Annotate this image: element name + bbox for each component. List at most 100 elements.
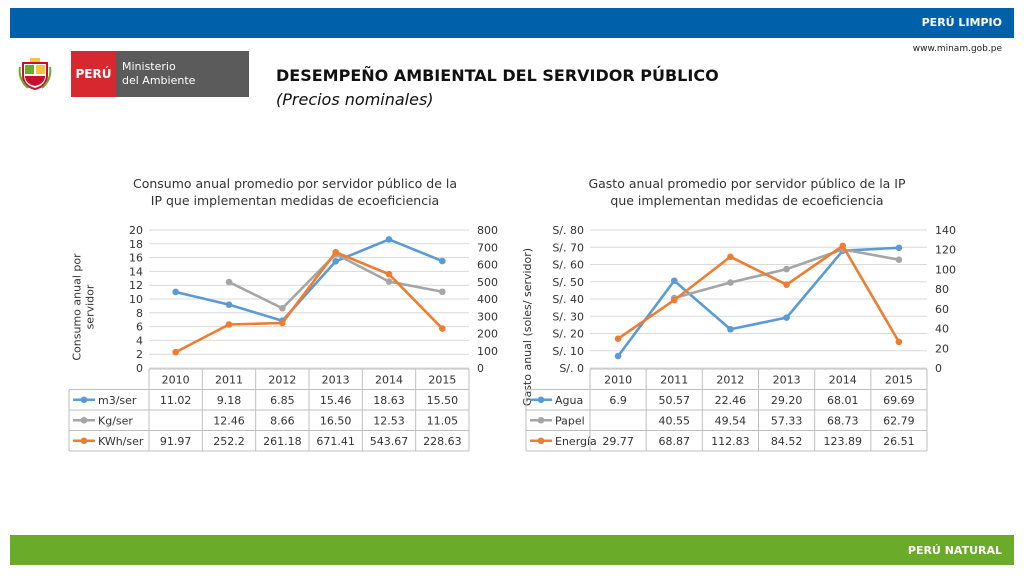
y-left-tick-label: S/. 40 [552,293,584,306]
y-left-tick-label: 2 [136,348,143,361]
table-cell: 91.97 [160,435,192,448]
data-point-m3/ser [172,288,179,296]
data-point-m3/ser [439,257,446,265]
data-point-m3/ser [385,236,393,243]
table-cell: 252.2 [213,435,245,448]
data-point-agua [670,277,678,285]
x-tick-label: 2014 [829,373,857,386]
table-cell: 671.41 [316,435,355,448]
y-left-tick-label: 12 [129,279,143,292]
y-left-tick-label: 16 [129,252,143,265]
table-cell: 123.89 [824,435,863,448]
data-point-m3/ser [225,301,233,308]
table-cell: 68.73 [827,414,859,427]
x-tick-label: 2012 [268,373,296,386]
legend-label: Papel [555,414,585,427]
legend-marker-papel [537,416,545,424]
y-right-tick-label: 400 [477,293,498,306]
y-right-tick-label: 800 [477,224,498,237]
header-brand: PERÚ LIMPIO [921,16,1002,29]
data-point-papel [727,279,734,286]
table-cell: 29.20 [771,394,803,407]
y-left-tick-label: 10 [129,293,143,306]
series-line-kwh/ser [175,250,444,354]
page-title: DESEMPEÑO AMBIENTAL DEL SERVIDOR PÚBLICO [276,66,719,85]
table-cell: 12.53 [373,414,405,427]
data-point-energía [727,253,734,261]
data-point-papel [895,256,903,263]
data-point-kg/ser [385,278,393,285]
y-right-tick-label: 200 [477,328,498,341]
table-cell: 26.51 [883,435,915,448]
table-cell: 68.01 [827,394,859,407]
table-cell: 6.9 [609,394,627,407]
y-left-tick-label: S/. 10 [552,345,584,358]
data-point-kwh/ser [172,348,179,356]
ministry-line-2: del Ambiente [122,74,196,87]
y-left-tick-label: S/. 70 [552,241,584,254]
data-point-energía [783,281,790,288]
y-axis-label: Gasto anual (soles/ servidor) [521,248,534,406]
ministry-line-1: Ministerio [122,60,176,73]
y-right-tick-label: 80 [935,283,949,296]
ministry-logo: PERÚ Ministerio del Ambiente [14,51,249,97]
y-right-tick-label: 0 [935,362,942,375]
chart-title-line: Consumo anual promedio por servidor públ… [133,176,457,191]
data-point-agua [727,325,734,333]
legend-label: Energía [555,435,597,448]
website-link[interactable]: www.minam.gob.pe [912,44,1002,54]
legend-marker-agua [537,396,545,404]
y-left-tick-label: 14 [129,265,143,278]
ministry-label: Ministerio del Ambiente [116,51,249,97]
table-cell: 11.02 [160,394,192,407]
table-cell: 112.83 [711,435,750,448]
consumption-chart: Consumo anual promedio por servidor públ… [68,176,498,452]
x-tick-label: 2010 [162,373,190,386]
y-right-tick-label: 100 [477,345,498,358]
chart-title-line: que implementan medidas de ecoeficiencia [610,193,883,208]
legend-label: Agua [555,394,583,407]
data-point-energía [614,335,622,342]
table-cell: 261.18 [263,435,302,448]
y-axis-label: Consumo anual por [71,253,84,361]
data-point-kwh/ser [439,325,446,332]
x-tick-label: 2013 [322,373,350,386]
data-point-energía [839,242,847,250]
data-point-agua [614,352,622,360]
legend-label: m3/ser [98,394,137,407]
y-left-tick-label: S/. 80 [552,224,584,237]
data-point-kwh/ser [332,248,339,256]
y-right-tick-label: 20 [935,342,949,355]
y-left-tick-label: S/. 50 [552,276,584,289]
data-point-kwh/ser [279,319,286,327]
data-point-kg/ser [225,278,233,286]
table-cell: 69.69 [883,394,915,407]
table-cell: 6.85 [270,394,295,407]
data-point-energía [895,338,903,346]
y-right-tick-label: 700 [477,241,498,254]
table-cell: 22.46 [715,394,747,407]
y-right-tick-label: 100 [935,263,956,276]
table-cell: 40.55 [659,414,691,427]
y-left-tick-label: 4 [136,334,143,347]
data-point-kwh/ser [385,270,393,278]
legend-marker-energía [537,437,545,445]
legend-marker-m3/ser [80,396,88,404]
y-left-tick-label: 6 [136,321,143,334]
peru-label: PERÚ [71,51,116,97]
table-cell: 15.46 [320,394,352,407]
table-cell: 29.77 [602,435,634,448]
x-tick-label: 2015 [885,373,913,386]
y-left-tick-label: 0 [136,362,143,375]
data-point-papel [783,265,790,273]
top-bar: PERÚ LIMPIO [10,8,1014,38]
data-point-kwh/ser [225,321,233,328]
legend-marker-kg/ser [80,416,88,424]
y-right-tick-label: 0 [477,362,484,375]
table-cell: 50.57 [659,394,691,407]
table-cell: 62.79 [883,414,915,427]
y-left-tick-label: 18 [129,238,143,251]
table-cell: 16.50 [320,414,352,427]
data-point-m3/ser [332,258,339,265]
table-cell: 84.52 [771,435,803,448]
